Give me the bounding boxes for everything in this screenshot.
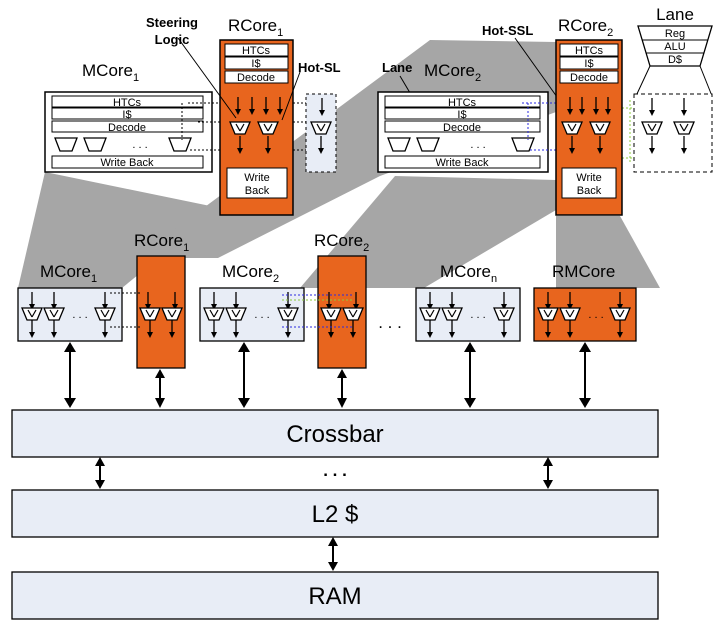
- mcore1-top-label: MCore1: [82, 61, 139, 84]
- bottom-rcore1: [110, 255, 186, 369]
- bottom-rcore2: [282, 255, 367, 369]
- rcore1-decode: Decode: [237, 72, 275, 84]
- hot-ssl-label: Hot-SSL: [482, 23, 533, 38]
- bottom-mcore2-dots: . . .: [254, 309, 269, 321]
- bottom-mcore1-dots: . . .: [72, 309, 87, 321]
- zoom-projection-left: [18, 172, 220, 288]
- bottom-rcore1-label: RCore1: [134, 231, 189, 254]
- mcore1-dots: . . .: [132, 139, 147, 151]
- bottom-mcoren: . . .: [415, 287, 521, 342]
- bottom-rcore2-label: RCore2: [314, 231, 369, 254]
- rcore2-htcs: HTCs: [575, 45, 604, 57]
- lane-dcache: D$: [668, 54, 682, 66]
- mcore2-top-label: MCore2: [424, 61, 481, 84]
- bottom-rmcore: . . .: [533, 287, 637, 342]
- bottom-mcoren-dots: . . .: [470, 309, 485, 321]
- ram-label: RAM: [308, 583, 361, 610]
- bottom-rmcore-dots: . . .: [588, 309, 603, 321]
- mcore2-icache: I$: [457, 109, 466, 121]
- l2-cache-label: L2 $: [312, 501, 359, 528]
- lane-detail: Reg ALU D$: [633, 25, 713, 173]
- rcore1-write: Write: [244, 172, 269, 184]
- lane-mid-label: Lane: [382, 60, 412, 75]
- rcore2-decode: Decode: [570, 72, 608, 84]
- mcore2-htcs: HTCs: [448, 97, 477, 109]
- mcore1-zoom: HTCs I$ Decode . . . Write Back: [44, 91, 213, 173]
- ram-box: [11, 571, 659, 620]
- mcore1-htcs: HTCs: [113, 97, 142, 109]
- rcore2-back: Back: [577, 185, 602, 197]
- rcore1-icache: I$: [251, 58, 260, 70]
- bottom-mcore2: . . .: [199, 287, 305, 342]
- mcore2-decode: Decode: [443, 122, 481, 134]
- bottom-mcore1: . . .: [17, 287, 123, 342]
- hot-sl-label: Hot-SL: [298, 60, 341, 75]
- l2-cache-box: [11, 489, 659, 538]
- lane-alu: ALU: [664, 41, 685, 53]
- hot-sl-lane-box: [293, 93, 337, 173]
- rcore1-top-label: RCore1: [228, 16, 283, 39]
- mcore2-dots: . . .: [470, 139, 485, 151]
- lane-reg: Reg: [665, 28, 685, 40]
- crossbar-arrowheads: [64, 342, 591, 571]
- mcore2-writeback: Write Back: [436, 157, 489, 169]
- rcore2-zoom: HTCs I$ Decode Write Back: [555, 39, 623, 216]
- crossbar-box: [11, 409, 659, 458]
- mcore1-icache: I$: [122, 109, 131, 121]
- zoom-projection-rcore2: [556, 216, 660, 288]
- bottom-mcore1-label: MCore1: [40, 262, 97, 285]
- crossbar-label: Crossbar: [286, 421, 383, 448]
- mcore1-decode: Decode: [108, 122, 146, 134]
- mcore1-writeback: Write Back: [101, 157, 154, 169]
- bottom-rmcore-label: RMCore: [552, 262, 615, 281]
- mcore2-zoom: HTCs I$ Decode . . . Write Back: [377, 91, 549, 173]
- steering-logic-label-1: Steering: [146, 15, 198, 30]
- rcore1-zoom: HTCs I$ Decode Write Back: [219, 39, 294, 216]
- crossbar-l2-dots: . . .: [323, 461, 347, 480]
- rcore1-htcs: HTCs: [242, 45, 271, 57]
- cores-between-dots: . . .: [378, 313, 402, 332]
- lane-right-label: Lane: [656, 5, 694, 24]
- steering-logic-label-2: Logic: [155, 32, 190, 47]
- rcore2-write: Write: [576, 172, 601, 184]
- bottom-mcoren-label: MCoren: [440, 262, 497, 285]
- rcore2-icache: I$: [584, 58, 593, 70]
- rcore2-top-label: RCore2: [558, 16, 613, 39]
- rcore1-back: Back: [245, 185, 270, 197]
- bottom-mcore2-label: MCore2: [222, 262, 279, 285]
